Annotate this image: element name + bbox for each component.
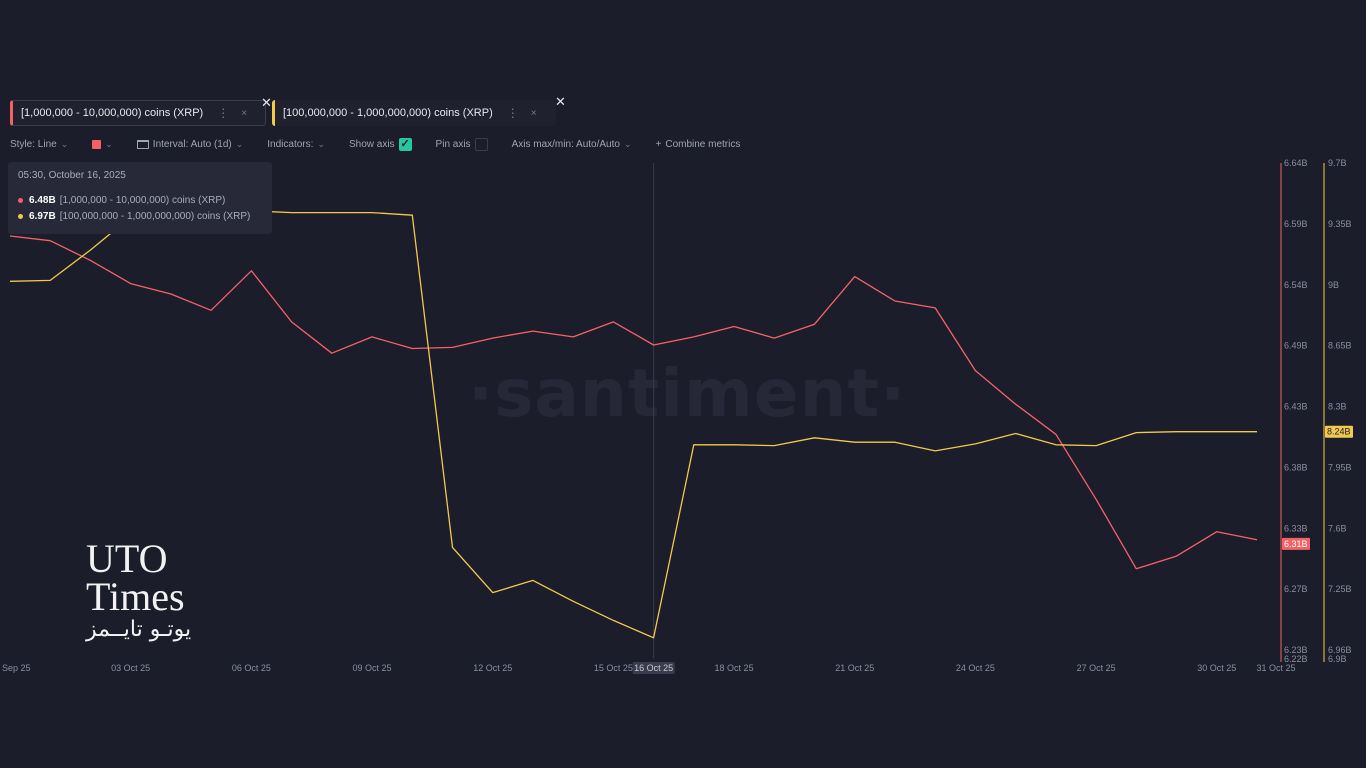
chevron-down-icon: ⌄ — [235, 138, 244, 149]
tooltip-value: 6.97B — [29, 211, 56, 222]
right-axis-tick-label: 6.96B — [1328, 645, 1352, 655]
right-axis-tick-label: 7.25B — [1328, 584, 1352, 594]
right-axis-tick-label: 9.35B — [1328, 219, 1352, 229]
chart-tooltip: 05:30, October 16, 2025 6.48B [1,000,000… — [8, 162, 272, 234]
x-tick-label: 30 Oct 25 — [1197, 663, 1236, 673]
right-current-value-badge-bg — [1325, 425, 1353, 438]
tooltip-label: [100,000,000 - 1,000,000,000) coins (XRP… — [59, 211, 251, 222]
indicators-dropdown[interactable]: Indicators: ⌄ — [267, 139, 325, 150]
more-icon[interactable]: ⋮ — [506, 106, 519, 120]
interval-dropdown[interactable]: Interval: Auto (1d) ⌄ — [136, 138, 244, 150]
close-icon[interactable]: ✕ — [261, 95, 272, 110]
x-tick-label: 24 Oct 25 — [956, 663, 995, 673]
tooltip-row: 6.48B [1,000,000 - 10,000,000) coins (XR… — [18, 195, 262, 206]
right-current-value-badge: 8.24B — [1327, 427, 1351, 437]
left-axis-tick-label: 6.22B — [1284, 654, 1308, 664]
right-axis-tick-label: 8.65B — [1328, 341, 1352, 351]
more-icon[interactable]: ⋮ — [217, 106, 230, 120]
axis-maxmin-dropdown[interactable]: Axis max/min: Auto/Auto ⌄ — [512, 139, 632, 150]
metric-label: [1,000,000 - 10,000,000) coins (XRP) — [21, 107, 204, 119]
uto-times-logo: UTO Times يوتـو تايــمز — [86, 536, 192, 642]
highlight-x-label: 16 Oct 25 — [634, 663, 673, 673]
logo-line-2: Times — [86, 574, 185, 619]
left-current-value-badge-bg — [1282, 537, 1310, 550]
left-axis-tick-label: 6.64B — [1284, 158, 1308, 168]
tooltip-date: 05:30, October 16, 2025 — [18, 170, 126, 181]
metric-chip-red[interactable]: [1,000,000 - 10,000,000) coins (XRP) ⋮ ×… — [10, 96, 272, 126]
indicators-label: Indicators: — [267, 138, 314, 150]
x-tick-label: 15 Oct 25 — [594, 663, 633, 673]
pin-axis-label: Pin axis — [435, 138, 471, 150]
tooltip-label: [1,000,000 - 10,000,000) coins (XRP) — [59, 195, 226, 206]
logo-line-1: UTO — [86, 536, 168, 581]
tooltip-row: 6.97B [100,000,000 - 1,000,000,000) coin… — [18, 211, 262, 222]
x-tick-label: 30 Sep 25 — [0, 663, 31, 673]
highlight-x-label-bg — [632, 662, 675, 674]
interval-label: Interval: Auto (1d) — [152, 138, 232, 150]
right-axis-tick-label: 9B — [1328, 280, 1339, 290]
x-tick-label: 27 Oct 25 — [1077, 663, 1116, 673]
santiment-watermark: ·santiment· — [468, 355, 907, 432]
right-axis-tick-label: 8.3B — [1328, 402, 1347, 412]
close-icon[interactable]: ✕ — [555, 94, 566, 109]
combine-label: Combine metrics — [665, 138, 741, 150]
chevron-down-icon: ⌄ — [623, 138, 632, 149]
combine-metrics-button[interactable]: + Combine metrics — [656, 139, 741, 150]
show-axis-toggle[interactable]: Show axis ✓ — [348, 137, 412, 151]
calendar-icon — [136, 139, 149, 149]
left-axis-tick-label: 6.33B — [1284, 523, 1308, 533]
x-tick-label: 21 Oct 25 — [835, 663, 874, 673]
remove-icon[interactable]: × — [241, 107, 248, 119]
remove-icon[interactable]: × — [530, 107, 537, 119]
chart-toolbar: Style: Line ⌄ ⌄ Interval: Auto (1d) ⌄ In… — [10, 136, 740, 152]
tooltip-value: 6.48B — [29, 195, 56, 206]
metric-chip-yellow[interactable]: [100,000,000 - 1,000,000,000) coins (XRP… — [272, 95, 566, 126]
left-axis-tick-label: 6.23B — [1284, 645, 1308, 655]
chevron-down-icon: ⌄ — [105, 138, 113, 149]
left-axis-tick-label: 6.54B — [1284, 280, 1308, 290]
x-tick-label: 03 Oct 25 — [111, 663, 150, 673]
right-axis-tick-label: 9.7B — [1328, 158, 1347, 168]
series-line-0[interactable] — [9, 235, 1258, 570]
pin-axis-toggle[interactable]: Pin axis — [435, 137, 488, 151]
x-tick-label: 06 Oct 25 — [232, 663, 271, 673]
chevron-down-icon: ⌄ — [60, 138, 69, 149]
left-axis-tick-label: 6.59B — [1284, 219, 1308, 229]
logo-arabic: يوتـو تايــمز — [86, 617, 192, 642]
series-line-1[interactable] — [9, 210, 1257, 639]
right-axis-tick-label: 7.95B — [1328, 462, 1352, 472]
checkbox-checked-icon[interactable]: ✓ — [398, 137, 412, 151]
chevron-down-icon: ⌄ — [317, 138, 325, 149]
left-current-value-badge: 6.31B — [1284, 539, 1308, 549]
right-axis-tick-label: 7.6B — [1328, 523, 1347, 533]
plus-icon: + — [655, 138, 662, 150]
left-axis-tick-label: 6.43B — [1284, 402, 1308, 412]
x-tick-label: 09 Oct 25 — [353, 663, 392, 673]
metric-label: [100,000,000 - 1,000,000,000) coins (XRP… — [283, 107, 493, 119]
style-dropdown[interactable]: Style: Line ⌄ — [10, 139, 68, 150]
x-tick-label: 18 Oct 25 — [715, 663, 754, 673]
axis-maxmin-label: Axis max/min: Auto/Auto — [511, 138, 620, 150]
show-axis-label: Show axis — [348, 138, 395, 150]
series-dot-icon — [18, 198, 23, 203]
color-swatch-icon — [92, 139, 102, 149]
left-axis-tick-label: 6.27B — [1284, 584, 1308, 594]
x-tick-label: 12 Oct 25 — [473, 663, 512, 673]
left-axis-tick-label: 6.38B — [1284, 462, 1308, 472]
style-label: Style: Line — [10, 138, 57, 150]
checkbox-icon[interactable] — [474, 137, 488, 151]
color-picker[interactable]: ⌄ — [92, 139, 113, 150]
left-axis-tick-label: 6.49B — [1284, 341, 1308, 351]
right-axis-tick-label: 6.9B — [1328, 654, 1347, 664]
x-tick-label: 31 Oct 25 — [1256, 663, 1295, 673]
series-dot-icon — [18, 214, 23, 219]
